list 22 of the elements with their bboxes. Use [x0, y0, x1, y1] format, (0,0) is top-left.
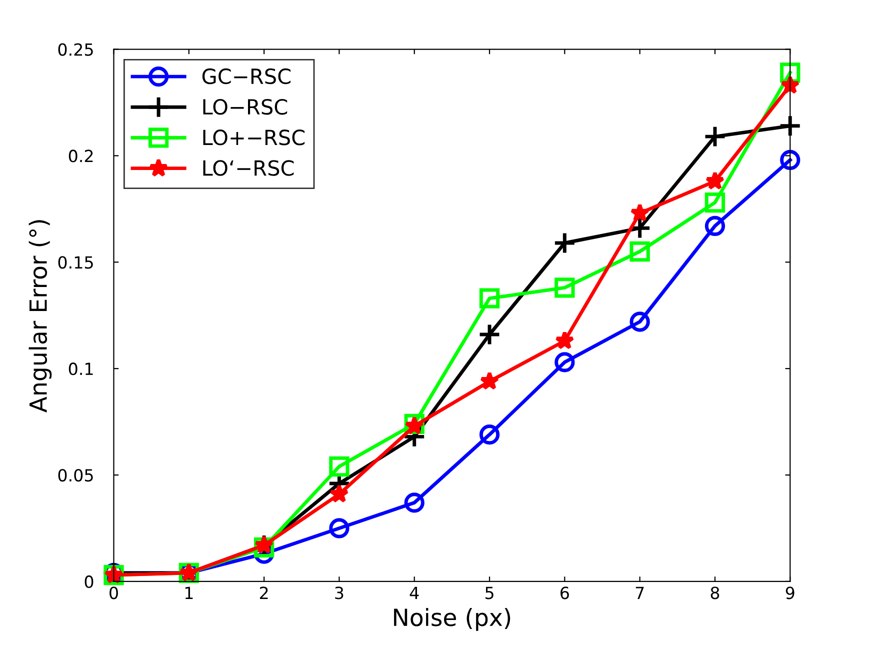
y-tick-label: 0 — [84, 575, 94, 588]
legend-label: LO+−RSC — [203, 130, 305, 146]
x-tick-label: 6 — [560, 586, 569, 600]
y-tick-label: 0.25 — [58, 43, 93, 56]
x-tick-label: 5 — [486, 586, 494, 600]
x-tick-label: 4 — [410, 586, 419, 599]
legend-label: LO−RSC — [203, 98, 288, 115]
y-tick-label: 0.2 — [68, 150, 93, 162]
y-tick-label: 0.05 — [58, 468, 93, 482]
x-tick-label: 0 — [110, 586, 118, 600]
x-tick-label: 8 — [710, 586, 720, 600]
x-tick-label: 1 — [185, 586, 193, 599]
y-tick-label: 0.15 — [58, 256, 93, 269]
legend-label: LO‘−RSC — [203, 160, 294, 176]
y-axis-title: Angular Error (°) — [28, 220, 52, 412]
legend-label: GC−RSC — [202, 68, 291, 84]
x-tick-label: 9 — [786, 586, 794, 600]
x-tick-label: 3 — [335, 586, 344, 600]
x-tick-label: 2 — [260, 586, 268, 599]
x-axis-title: Noise (px) — [394, 608, 510, 631]
x-tick-label: 7 — [636, 586, 644, 599]
y-tick-label: 0.1 — [68, 362, 93, 376]
